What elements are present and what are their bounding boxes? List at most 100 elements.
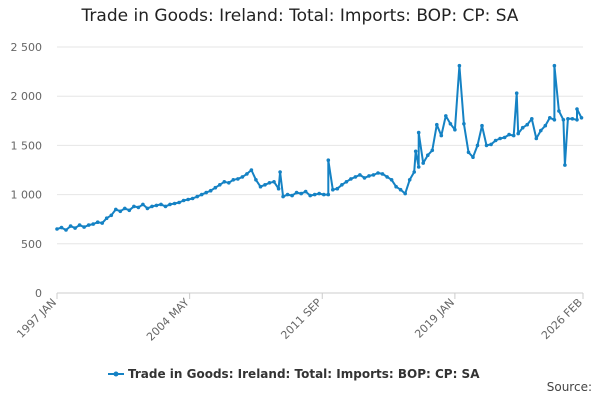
x-tick-label: 2026 FEB bbox=[539, 296, 585, 342]
y-tick-label: 1 000 bbox=[11, 189, 43, 202]
data-point bbox=[95, 220, 100, 224]
source-label: Source: bbox=[546, 380, 592, 394]
data-point bbox=[439, 133, 444, 138]
data-point bbox=[285, 192, 290, 197]
data-point bbox=[141, 202, 145, 207]
series-line bbox=[56, 64, 583, 231]
data-point bbox=[557, 109, 561, 113]
data-point bbox=[299, 191, 304, 196]
data-point bbox=[511, 133, 516, 138]
data-point bbox=[186, 197, 190, 202]
y-tick-label: 0 bbox=[35, 287, 42, 300]
data-point bbox=[132, 204, 136, 209]
data-point bbox=[430, 148, 435, 153]
data-point bbox=[416, 165, 421, 169]
y-tick-label: 1 500 bbox=[11, 139, 43, 152]
data-point bbox=[68, 224, 73, 228]
data-point bbox=[236, 177, 240, 181]
data-point bbox=[326, 192, 331, 197]
data-point bbox=[114, 207, 118, 212]
x-tick-label: 2004 MAY bbox=[144, 296, 192, 344]
data-point bbox=[416, 130, 421, 135]
data-point bbox=[412, 170, 417, 174]
data-point bbox=[457, 63, 462, 68]
data-point bbox=[177, 200, 181, 205]
data-point bbox=[308, 193, 313, 198]
data-point bbox=[109, 213, 114, 218]
data-point bbox=[507, 132, 511, 137]
data-point bbox=[462, 122, 466, 126]
data-point bbox=[326, 158, 331, 162]
data-point bbox=[303, 189, 308, 194]
data-point bbox=[498, 136, 502, 141]
data-point bbox=[123, 206, 127, 211]
data-point bbox=[258, 184, 263, 189]
data-point bbox=[150, 204, 154, 209]
data-point bbox=[426, 153, 430, 157]
data-point bbox=[218, 183, 222, 187]
data-point bbox=[484, 143, 489, 148]
data-point bbox=[59, 225, 64, 230]
data-point bbox=[448, 122, 453, 126]
data-point bbox=[466, 150, 471, 155]
data-point bbox=[358, 173, 362, 177]
data-point bbox=[502, 135, 507, 140]
series-group bbox=[55, 63, 584, 232]
data-point bbox=[563, 163, 567, 167]
data-point bbox=[281, 194, 285, 199]
data-point bbox=[127, 208, 132, 213]
x-tick-label: 2019 JAN bbox=[412, 296, 457, 341]
data-point bbox=[566, 117, 570, 121]
data-point bbox=[181, 198, 186, 203]
data-point bbox=[91, 222, 95, 226]
data-point bbox=[331, 187, 335, 192]
data-point bbox=[245, 172, 249, 176]
data-point bbox=[335, 186, 340, 191]
data-point bbox=[349, 177, 353, 181]
data-point bbox=[421, 161, 426, 165]
data-point bbox=[514, 91, 519, 95]
data-point bbox=[82, 225, 86, 229]
data-point bbox=[100, 221, 104, 225]
data-point bbox=[104, 216, 109, 220]
x-tick-label: 1997 JAN bbox=[14, 296, 59, 341]
data-point bbox=[159, 202, 163, 207]
gridlines bbox=[57, 46, 583, 245]
data-point bbox=[575, 107, 579, 111]
x-axis: 1997 JAN 2004 MAY 2011 SEP 2019 JAN 2026 FEB bbox=[14, 292, 585, 344]
data-point bbox=[579, 116, 584, 120]
data-point bbox=[435, 122, 439, 127]
data-point bbox=[294, 190, 299, 195]
data-point bbox=[552, 63, 557, 68]
data-point bbox=[222, 180, 227, 184]
data-point bbox=[290, 193, 294, 198]
data-point bbox=[267, 181, 272, 185]
data-point bbox=[534, 136, 539, 141]
data-point bbox=[344, 180, 349, 184]
data-point bbox=[385, 175, 389, 179]
data-point bbox=[64, 228, 68, 232]
legend[interactable]: Trade in Goods: Ireland: Total: Imports:… bbox=[108, 367, 480, 381]
data-point bbox=[367, 174, 371, 178]
data-point bbox=[208, 188, 213, 193]
data-point bbox=[240, 175, 245, 179]
data-point bbox=[389, 178, 394, 182]
data-point bbox=[480, 123, 484, 128]
x-tick-label: 2011 SEP bbox=[278, 296, 324, 342]
data-point bbox=[172, 201, 177, 206]
data-point bbox=[213, 185, 218, 190]
y-tick-label: 2 500 bbox=[11, 41, 43, 54]
data-point bbox=[168, 202, 172, 207]
data-point bbox=[231, 178, 236, 182]
data-point bbox=[475, 143, 480, 148]
data-point bbox=[73, 226, 77, 230]
data-point bbox=[398, 187, 403, 192]
data-point bbox=[371, 173, 376, 177]
data-point bbox=[362, 176, 367, 180]
data-point bbox=[154, 203, 159, 208]
data-point bbox=[263, 183, 267, 187]
data-point bbox=[570, 117, 575, 121]
data-point bbox=[376, 171, 380, 175]
data-point bbox=[520, 125, 525, 130]
data-point bbox=[227, 181, 231, 185]
